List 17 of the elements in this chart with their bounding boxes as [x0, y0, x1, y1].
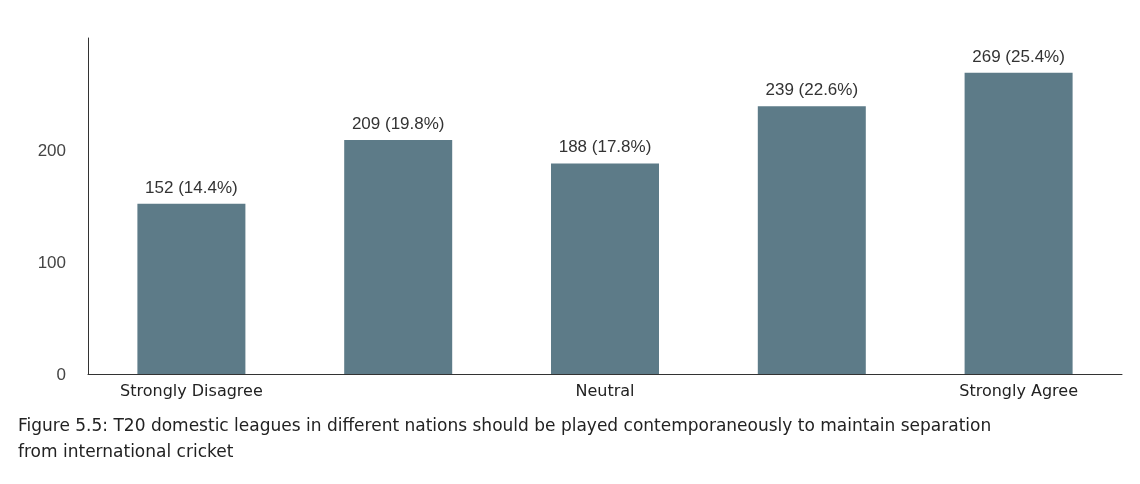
y-tick-label: 100 [37, 252, 66, 272]
data-label: 209 (19.8%) [351, 113, 445, 133]
bar [344, 139, 453, 374]
caption: Figure 5.5: T20 domestic leagues in different nations should be played contemporaneously to maintain separation from international cricket [18, 415, 997, 461]
data-label: 239 (22.6%) [765, 80, 859, 100]
data-label: 269 (25.4%) [972, 46, 1065, 66]
x-tick-label: Strongly Disagree [120, 380, 263, 400]
x-tick-label: Neutral [575, 380, 635, 400]
bar [551, 163, 659, 374]
bar [964, 72, 1073, 374]
bar [137, 203, 246, 374]
data-label: 188 (17.8%) [558, 137, 652, 157]
bar [757, 106, 866, 374]
y-tick-label: 200 [37, 140, 66, 160]
x-tick-label: Strongly Agree [959, 380, 1078, 400]
y-tick-label: 0 [56, 364, 66, 384]
data-label: 152 (14.4%) [145, 177, 238, 197]
